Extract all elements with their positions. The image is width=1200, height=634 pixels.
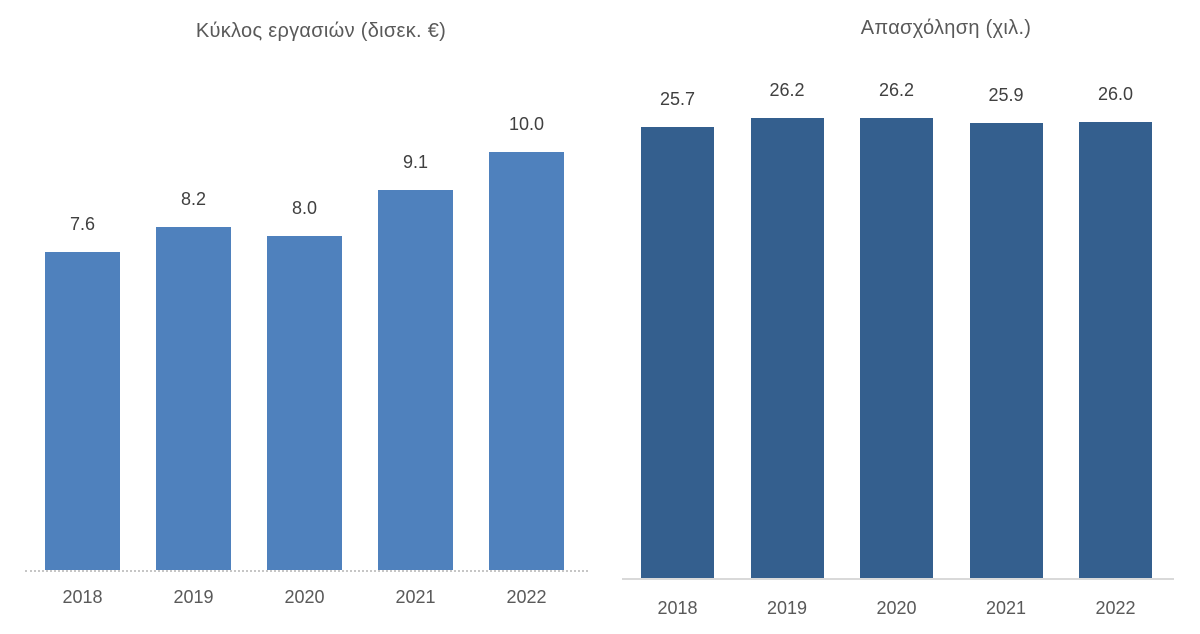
bar-2021 xyxy=(378,190,453,570)
bar-2022 xyxy=(1079,122,1152,578)
x-axis-line xyxy=(25,570,588,572)
bar-2022 xyxy=(489,152,564,570)
x-tick-label: 2019 xyxy=(766,598,808,618)
bar-2018 xyxy=(45,252,120,570)
bar-2021 xyxy=(969,123,1043,578)
bar-2018 xyxy=(641,127,714,578)
data-label: 7.6 xyxy=(69,214,96,234)
x-tick-label: 2022 xyxy=(1095,598,1136,618)
bar-2020 xyxy=(267,236,342,570)
left-chart-title: Κύκλος εργασιών (δισεκ. €) xyxy=(195,20,447,42)
data-label: 25.9 xyxy=(988,85,1024,105)
x-tick-label: 2020 xyxy=(876,598,917,618)
x-tick-label: 2020 xyxy=(284,587,325,607)
bar-2020 xyxy=(860,118,933,578)
x-tick-label: 2019 xyxy=(173,587,214,607)
data-label: 25.7 xyxy=(659,89,696,109)
x-axis-line xyxy=(622,578,1174,580)
data-label: 9.1 xyxy=(402,152,429,172)
data-label: 26.2 xyxy=(878,80,915,100)
x-tick-label: 2021 xyxy=(985,598,1027,618)
data-label: 8.2 xyxy=(180,189,207,209)
x-tick-label: 2021 xyxy=(395,587,436,607)
data-label: 26.0 xyxy=(1097,84,1134,104)
data-label: 8.0 xyxy=(291,198,318,218)
right-chart-title: Απασχόληση (χιλ.) xyxy=(860,17,1032,39)
x-tick-label: 2018 xyxy=(62,587,103,607)
x-tick-label: 2022 xyxy=(506,587,547,607)
bar-2019 xyxy=(156,227,231,570)
data-label: 10.0 xyxy=(508,114,545,134)
bar-2019 xyxy=(750,118,824,578)
x-tick-label: 2018 xyxy=(657,598,698,618)
data-label: 26.2 xyxy=(769,80,805,100)
